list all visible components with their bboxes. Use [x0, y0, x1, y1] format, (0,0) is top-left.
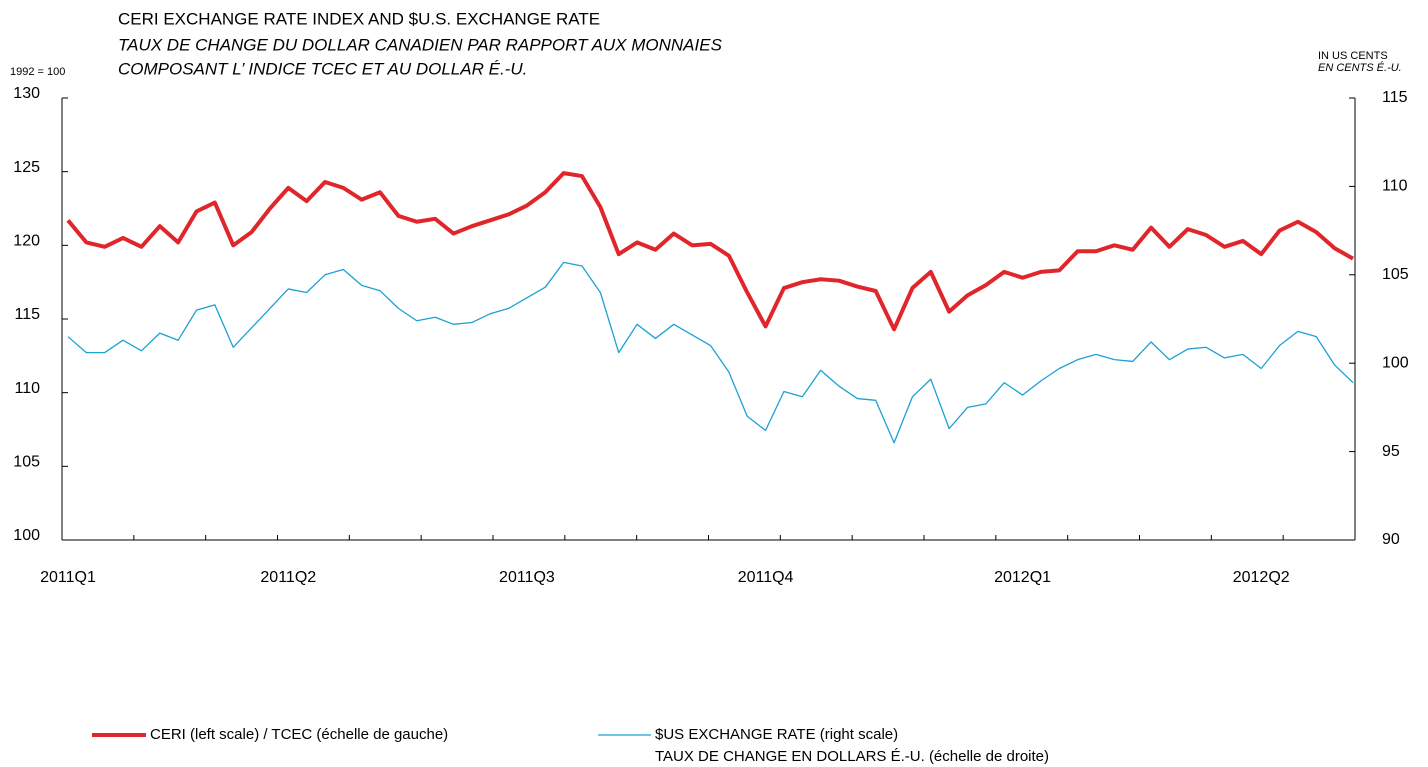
y-tick-label: 110 — [14, 380, 40, 397]
y2-tick-label: 115 — [1382, 89, 1408, 106]
y-tick-label: 125 — [13, 159, 40, 176]
chart-subtitle: TAUX DE CHANGE DU DOLLAR CANADIEN PAR RA… — [118, 35, 723, 54]
y2-axis-label: IN US CENTS — [1318, 50, 1388, 62]
y2-tick-label: 110 — [1382, 178, 1408, 195]
chart-title: CERI EXCHANGE RATE INDEX AND $U.S. EXCHA… — [118, 9, 600, 28]
chart-subtitle: COMPOSANT L’ INDICE TCEC ET AU DOLLAR É.… — [118, 59, 527, 78]
legend-label: $US EXCHANGE RATE (right scale) TAUX DE … — [655, 726, 1050, 765]
y-tick-label: 120 — [13, 233, 40, 250]
data-line — [66, 171, 1354, 332]
y-tick-label: 105 — [13, 454, 40, 471]
x-tick-label: 2011Q4 — [738, 569, 794, 586]
legend-label: CERI (left scale) / TCEC (échelle de gau… — [150, 726, 449, 743]
y-axis-label: 1992 = 100 — [10, 66, 65, 78]
x-tick-label: 2012Q2 — [1233, 569, 1290, 586]
y2-tick-label: 90 — [1382, 531, 1400, 548]
y2-tick-label: 100 — [1382, 354, 1409, 371]
y2-tick-label: 105 — [1382, 266, 1409, 283]
x-tick-label: 2012Q1 — [994, 569, 1051, 586]
x-tick-label: 2011Q2 — [260, 569, 316, 586]
y-tick-label: 115 — [14, 306, 40, 323]
y2-axis-label: EN CENTS É.-U. — [1318, 61, 1402, 74]
data-line — [67, 261, 1354, 444]
x-tick-label: 2011Q1 — [40, 569, 96, 586]
y-tick-label: 130 — [13, 85, 40, 102]
x-tick-label: 2011Q3 — [499, 569, 555, 586]
y-tick-label: 100 — [13, 527, 40, 544]
y2-tick-label: 95 — [1382, 443, 1400, 460]
